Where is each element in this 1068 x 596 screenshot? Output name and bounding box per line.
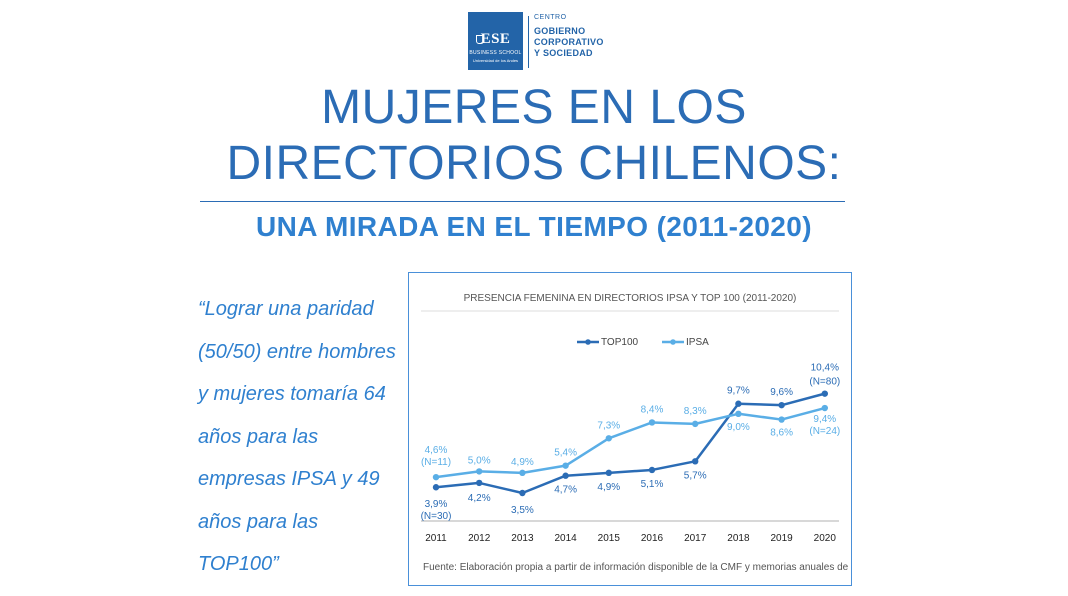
title-line-2: DIRECTORIOS CHILENOS: [226, 137, 842, 190]
data-label-top100: 4,9% [597, 482, 620, 493]
logo-ese-text: ESE [480, 31, 511, 47]
chart-title: PRESENCIA FEMENINA EN DIRECTORIOS IPSA Y… [464, 293, 797, 304]
series-line-top100 [435, 392, 826, 495]
data-label-top100: 5,7% [684, 470, 707, 481]
data-label-ipsa: 7,3% [597, 420, 620, 431]
data-point-top100 [821, 390, 828, 397]
data-point-ipsa [519, 469, 526, 477]
data-point-top100 [735, 400, 742, 407]
x-tick-label: 2013 [511, 533, 534, 544]
data-label-top100: 9,6% [770, 387, 793, 398]
data-label-top100: 10,4% [811, 363, 839, 374]
data-label-ipsa: 8,3% [684, 406, 707, 417]
data-label-ipsa: 8,6% [770, 428, 793, 439]
data-point-top100 [519, 489, 526, 497]
x-tick-label: 2015 [598, 533, 621, 544]
data-label-ipsa: 9,0% [727, 422, 750, 433]
data-point-ipsa [692, 420, 699, 428]
data-label-top100: 5,1% [641, 479, 664, 490]
x-tick-label: 2019 [770, 533, 793, 544]
page-subtitle: UNA MIRADA EN EL TIEMPO (2011-2020) [256, 211, 812, 242]
x-tick-label: 2011 [425, 533, 447, 544]
data-point-top100 [562, 472, 569, 479]
x-tick-label: 2018 [727, 533, 750, 544]
series-line-ipsa [435, 406, 826, 479]
note-ipsa-2011: (N=11) [421, 457, 451, 468]
legend-marker-top100 [585, 339, 591, 345]
logo-line-2: CORPORATIVO [534, 37, 604, 47]
ese-logo: ESE BUSINESS SCHOOL Universidad de los A… [468, 12, 628, 72]
data-label-ipsa: 5,4% [554, 448, 577, 459]
data-point-ipsa [605, 435, 612, 442]
x-tick-label: 2020 [814, 533, 837, 544]
title-divider [200, 201, 845, 202]
note-top100-2020: (N=80) [809, 377, 840, 388]
logo-divider [528, 16, 529, 68]
data-point-ipsa [778, 416, 785, 423]
page-title: MUJERES EN LOS DIRECTORIOS CHILENOS: [0, 80, 1068, 192]
data-point-ipsa [648, 419, 656, 426]
data-point-top100 [648, 466, 656, 474]
x-tick-label: 2012 [468, 533, 491, 544]
data-label-top100: 4,7% [554, 485, 577, 496]
crest-icon [476, 35, 484, 44]
data-point-ipsa [821, 404, 828, 412]
line-chart: PRESENCIA FEMENINA EN DIRECTORIOS IPSA Y… [421, 293, 851, 573]
chart-frame: PRESENCIA FEMENINA EN DIRECTORIOS IPSA Y… [408, 272, 852, 586]
data-point-ipsa [735, 410, 742, 417]
data-point-top100 [476, 479, 483, 487]
note-top100-2011: (N=30) [421, 511, 452, 522]
title-line-1: MUJERES EN LOS [321, 81, 747, 134]
logo-centre: CENTRO [534, 14, 567, 21]
logo-line-3: Y SOCIEDAD [534, 48, 593, 58]
data-point-ipsa [476, 468, 483, 475]
logo-line-1: GOBIERNO [534, 26, 586, 36]
data-label-ipsa: 9,4% [813, 414, 836, 425]
data-point-ipsa [562, 462, 569, 469]
data-label-top100: 4,2% [468, 493, 491, 504]
x-tick-label: 2017 [684, 533, 707, 544]
data-label-ipsa: 8,4% [641, 404, 664, 415]
data-point-top100 [778, 401, 785, 409]
logo-business-school: BUSINESS SCHOOL [469, 50, 522, 56]
note-ipsa-2020: (N=24) [809, 426, 840, 437]
data-label-ipsa: 4,6% [425, 445, 448, 456]
logo-university: Universidad de los Andes [472, 58, 519, 63]
legend-marker-ipsa [670, 339, 676, 345]
x-tick-label: 2014 [554, 533, 577, 544]
data-label-ipsa: 5,0% [468, 455, 491, 466]
legend-label-ipsa: IPSA [686, 337, 709, 348]
quote-text: “Lograr una paridad (50/50) entre hombre… [198, 298, 396, 575]
data-label-top100: 3,9% [425, 499, 448, 510]
data-point-top100 [605, 469, 612, 477]
legend-label-top100: TOP100 [601, 337, 638, 348]
data-point-ipsa [432, 473, 440, 481]
data-point-top100 [692, 458, 699, 465]
data-label-ipsa: 4,9% [511, 457, 534, 468]
data-point-top100 [432, 484, 440, 491]
data-label-top100: 9,7% [727, 386, 750, 397]
chart-source: Fuente: Elaboración propia a partir de i… [423, 562, 851, 573]
data-label-top100: 3,5% [511, 505, 534, 516]
x-tick-label: 2016 [641, 533, 664, 544]
